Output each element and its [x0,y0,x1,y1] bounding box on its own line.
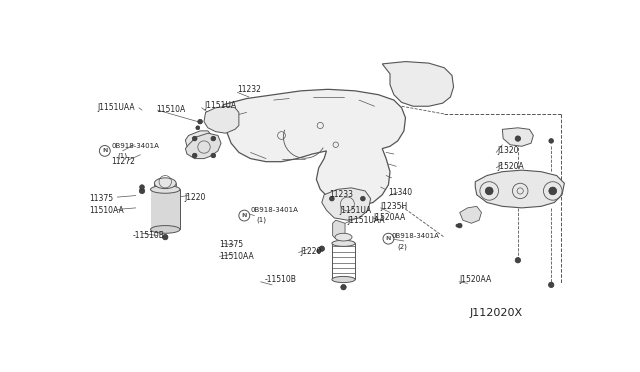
Text: 11232: 11232 [237,85,261,94]
Text: J1320: J1320 [497,147,518,155]
Circle shape [515,136,520,141]
Circle shape [211,153,216,158]
Text: 11510AA: 11510AA [90,206,124,215]
Circle shape [383,233,394,244]
Text: 11233: 11233 [330,190,353,199]
Text: J1151UAA: J1151UAA [348,216,385,225]
Text: J1520A: J1520A [497,162,524,171]
Text: -11510B: -11510B [132,231,164,240]
Text: (1): (1) [117,152,127,159]
Circle shape [196,126,200,130]
Circle shape [99,145,110,156]
Circle shape [330,196,334,201]
Ellipse shape [154,178,176,189]
Text: J1151UAA: J1151UAA [97,103,134,112]
Circle shape [239,210,250,221]
Bar [150,189,180,230]
Circle shape [140,185,145,189]
Text: 11510A: 11510A [156,105,185,114]
Circle shape [198,119,202,124]
Text: 0B918-3401A: 0B918-3401A [250,207,298,213]
Polygon shape [322,188,371,220]
Text: J1151UA: J1151UA [340,206,372,215]
Circle shape [549,139,554,143]
Text: 0B918-3401A: 0B918-3401A [111,143,159,149]
Text: N: N [242,213,247,218]
Circle shape [211,136,216,141]
Circle shape [193,136,197,141]
Circle shape [485,187,493,195]
Ellipse shape [335,233,352,241]
Text: 11375: 11375 [90,194,113,203]
Text: N: N [386,236,391,241]
Ellipse shape [332,240,355,246]
Text: J1235H: J1235H [381,202,408,211]
Text: 11272: 11272 [111,157,135,166]
Ellipse shape [332,276,355,283]
Circle shape [456,224,459,227]
Polygon shape [222,89,406,206]
Circle shape [319,246,324,251]
Ellipse shape [150,225,180,233]
Text: J1520AA: J1520AA [460,275,492,284]
Text: N: N [102,148,108,153]
Circle shape [458,223,462,228]
Circle shape [140,188,145,194]
Text: J1520AA: J1520AA [373,214,405,222]
Text: J112020X: J112020X [469,308,522,318]
Circle shape [549,187,557,195]
Circle shape [193,153,197,158]
Text: J1151UA: J1151UA [204,101,236,110]
Polygon shape [204,106,239,133]
Circle shape [340,285,346,290]
Text: J1220: J1220 [300,247,321,256]
Circle shape [163,234,168,240]
Text: (2): (2) [397,243,408,250]
Text: -11510B: -11510B [264,275,296,284]
Polygon shape [333,220,345,239]
Text: 11510AA: 11510AA [220,252,254,261]
Text: 11340: 11340 [388,188,413,197]
Ellipse shape [150,186,180,193]
Circle shape [548,282,554,288]
Polygon shape [460,206,481,223]
Text: J1220: J1220 [184,193,206,202]
Text: (1): (1) [257,217,267,224]
Text: 11375: 11375 [220,240,244,249]
Polygon shape [186,131,212,151]
Circle shape [360,196,365,201]
Polygon shape [186,133,221,158]
Circle shape [515,257,520,263]
Polygon shape [502,128,533,146]
Polygon shape [476,170,564,208]
Polygon shape [382,62,454,106]
Text: 0B918-3401A: 0B918-3401A [392,232,440,238]
Circle shape [317,249,321,253]
